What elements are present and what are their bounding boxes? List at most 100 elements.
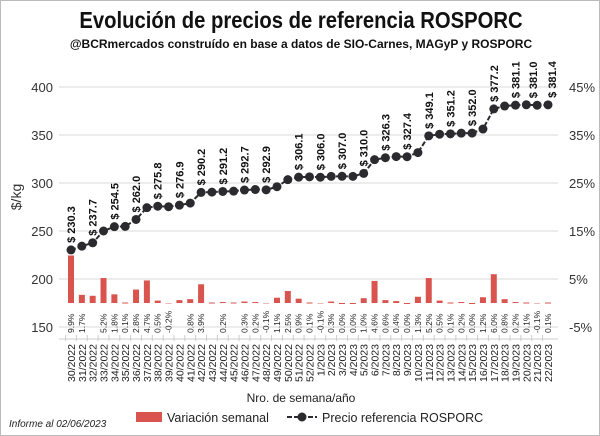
bar-variacion xyxy=(165,303,172,304)
price-point xyxy=(185,198,195,208)
bar-data-label: 0.8% xyxy=(185,313,195,333)
bar-variacion xyxy=(176,300,183,303)
x-tick-label: 49/2022 xyxy=(272,344,284,382)
bar-variacion xyxy=(263,303,270,304)
bar-variacion xyxy=(458,302,465,304)
price-point xyxy=(250,185,260,195)
bar-variacion xyxy=(425,278,432,303)
chart-subtitle: @BCRmercados construído en base a datos … xyxy=(69,37,533,51)
price-data-label: $ 254.5 xyxy=(109,183,121,220)
x-tick-label: 13/2023 xyxy=(445,344,457,382)
x-tick-label: 11/2023 xyxy=(424,344,436,381)
price-point xyxy=(500,101,510,111)
x-tick-label: 42/2022 xyxy=(196,344,208,382)
x-tick-label: 19/2023 xyxy=(510,344,522,382)
x-tick-label: 36/2022 xyxy=(131,344,143,382)
x-tick-label: 21/2023 xyxy=(532,344,544,382)
price-data-label: $ 292.9 xyxy=(261,146,273,183)
bar-data-label: 1.3% xyxy=(413,313,423,333)
bar-variacion xyxy=(230,302,237,304)
price-data-label: $ 381.1 xyxy=(510,61,522,98)
y2-tick-label: 5% xyxy=(569,272,588,287)
price-data-label: $ 377.2 xyxy=(489,65,501,102)
price-data-label: $ 307.0 xyxy=(337,133,349,170)
bar-data-label: 0.3% xyxy=(326,313,336,333)
bar-variacion xyxy=(404,303,411,304)
price-point xyxy=(521,100,531,110)
bar-data-label: 0.1% xyxy=(445,313,455,333)
price-point xyxy=(532,100,542,110)
bar-variacion xyxy=(382,300,389,303)
bar-variacion xyxy=(523,302,530,304)
price-point xyxy=(543,100,553,110)
legend-bar-swatch xyxy=(136,412,162,422)
x-tick-label: 46/2022 xyxy=(239,344,251,382)
x-tick-label: 38/2022 xyxy=(153,344,165,382)
bar-data-label: 0.3% xyxy=(239,313,249,333)
price-point xyxy=(467,128,477,138)
bar-data-label: -0.2% xyxy=(164,310,174,333)
bar-data-label: 2.8% xyxy=(131,313,141,333)
bar-data-label: 1.2% xyxy=(478,313,488,333)
x-tick-label: 8/2023 xyxy=(391,344,403,376)
bar-variacion xyxy=(512,302,519,304)
bar-data-label: 1.8% xyxy=(109,313,119,333)
report-date-note: Informe al 02/06/2023 xyxy=(9,419,107,430)
x-tick-label: 33/2022 xyxy=(99,344,111,382)
bar-data-label: 0.2% xyxy=(510,313,520,333)
bar-data-label: 0.2% xyxy=(456,313,466,333)
price-point xyxy=(380,153,390,163)
bar-data-label: 6.0% xyxy=(489,313,499,333)
bar-data-label: 0.1% xyxy=(521,313,531,333)
price-data-label: $ 292.7 xyxy=(239,146,251,183)
bar-data-label: 4.7% xyxy=(142,313,152,333)
price-data-label: $ 381.0 xyxy=(528,62,540,99)
x-tick-label: 40/2022 xyxy=(174,344,186,382)
y2-tick-label: 35% xyxy=(569,128,595,143)
price-point xyxy=(478,124,488,134)
y-tick-label: 200 xyxy=(31,272,53,287)
bar-variacion xyxy=(393,301,400,303)
price-data-label: $ 381.4 xyxy=(547,60,559,98)
price-data-label: $ 352.0 xyxy=(467,89,479,126)
bar-variacion xyxy=(371,280,378,303)
x-tick-label: 17/2023 xyxy=(489,344,501,382)
x-tick-label: 30/2022 xyxy=(66,344,78,382)
y2-tick-label: 25% xyxy=(569,176,595,191)
bar-data-label: 0.5% xyxy=(153,313,163,333)
price-point xyxy=(359,168,369,178)
bar-variacion xyxy=(436,300,443,303)
bar-data-label: 1.0% xyxy=(359,313,369,333)
price-point xyxy=(337,171,347,181)
x-tick-label: 45/2022 xyxy=(229,344,241,382)
bar-data-label: 2.5% xyxy=(283,313,293,333)
x-tick-label: 5/2023 xyxy=(359,344,371,376)
price-data-label: $ 306.1 xyxy=(294,133,306,170)
x-tick-label: 31/2022 xyxy=(77,344,89,382)
bar-variacion xyxy=(306,302,313,304)
bar-variacion xyxy=(187,299,194,303)
x-tick-label: 50/2022 xyxy=(283,344,295,382)
x-tick-label: 51/2022 xyxy=(294,344,306,382)
bar-variacion xyxy=(111,294,118,303)
bar-variacion xyxy=(133,289,140,303)
price-point xyxy=(326,171,336,181)
bar-variacion xyxy=(545,302,551,304)
bar-variacion xyxy=(143,280,150,303)
x-tick-label: 34/2022 xyxy=(109,344,121,382)
price-point xyxy=(413,148,423,158)
price-point xyxy=(402,152,412,162)
price-data-label: $ 327.4 xyxy=(402,112,414,150)
bar-variacion xyxy=(339,303,346,304)
x-tick-label: 2/2023 xyxy=(326,344,338,376)
bar-variacion xyxy=(469,303,476,304)
bar-data-label: -0.1% xyxy=(261,310,271,333)
price-point xyxy=(99,226,109,236)
x-tick-label: 6/2023 xyxy=(370,344,382,376)
bar-variacion xyxy=(219,302,226,304)
price-data-label: $ 291.2 xyxy=(218,148,230,185)
price-point xyxy=(435,129,445,139)
bar-data-label: 5.2% xyxy=(424,313,434,333)
